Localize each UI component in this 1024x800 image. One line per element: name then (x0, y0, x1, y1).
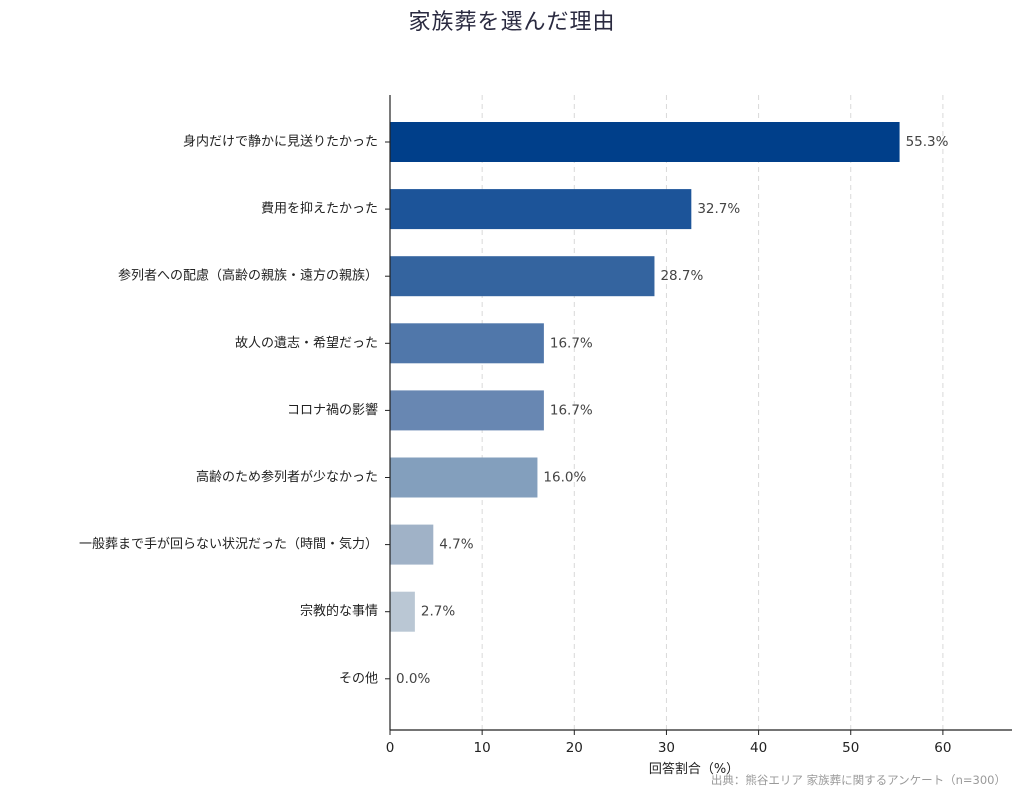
value-label: 2.7% (421, 604, 455, 620)
category-label: 宗教的な事情 (300, 603, 378, 619)
x-tick-label: 20 (566, 740, 583, 756)
x-axis-title: 回答割合（%） (649, 761, 739, 777)
category-label: コロナ禍の影響 (287, 402, 378, 418)
bars (390, 122, 900, 632)
category-label: その他 (339, 671, 378, 686)
labels: 身内だけで静かに見送りたかった 55.3% 費用を抑えたかった 32.7% 参列者への配… (79, 134, 949, 687)
category-label: 故人の遺志・希望だった (235, 335, 378, 351)
value-label: 16.7% (550, 335, 593, 351)
category-label: 参列者への配慮（高齢の親族・遠方の親族） (118, 268, 378, 284)
value-label: 16.7% (550, 402, 593, 418)
bar (390, 122, 900, 162)
value-label: 32.7% (697, 201, 740, 217)
x-tick-label: 0 (386, 740, 395, 756)
category-label: 費用を抑えたかった (261, 202, 378, 217)
bar (390, 591, 415, 632)
bar (390, 256, 655, 297)
x-tick-label: 30 (658, 740, 675, 756)
x-tick-label: 10 (474, 740, 491, 756)
category-label: 身内だけで静かに見送りたかった (183, 134, 378, 150)
bar (390, 457, 538, 498)
chart-title: 家族葬を選んだ理由 (408, 10, 616, 35)
value-label: 55.3% (906, 134, 949, 150)
category-label: 一般葬まで手が回らない状況だった（時間・気力） (79, 536, 378, 552)
value-label: 4.7% (439, 537, 473, 553)
value-label: 28.7% (660, 268, 703, 284)
value-label: 0.0% (396, 671, 430, 687)
source-note: 出典：熊谷エリア 家族葬に関するアンケート（n=300） (710, 773, 1006, 787)
axes: 0 10 20 30 40 50 60 (385, 95, 1012, 756)
bar (390, 323, 544, 364)
x-tick-label: 60 (934, 740, 951, 756)
bar (390, 524, 434, 565)
bar (390, 189, 692, 230)
bar (390, 390, 544, 431)
x-tick-label: 50 (842, 740, 859, 756)
value-label: 16.0% (543, 470, 586, 486)
category-label: 高齢のため参列者が少なかった (196, 469, 378, 485)
x-tick-label: 40 (750, 740, 767, 756)
